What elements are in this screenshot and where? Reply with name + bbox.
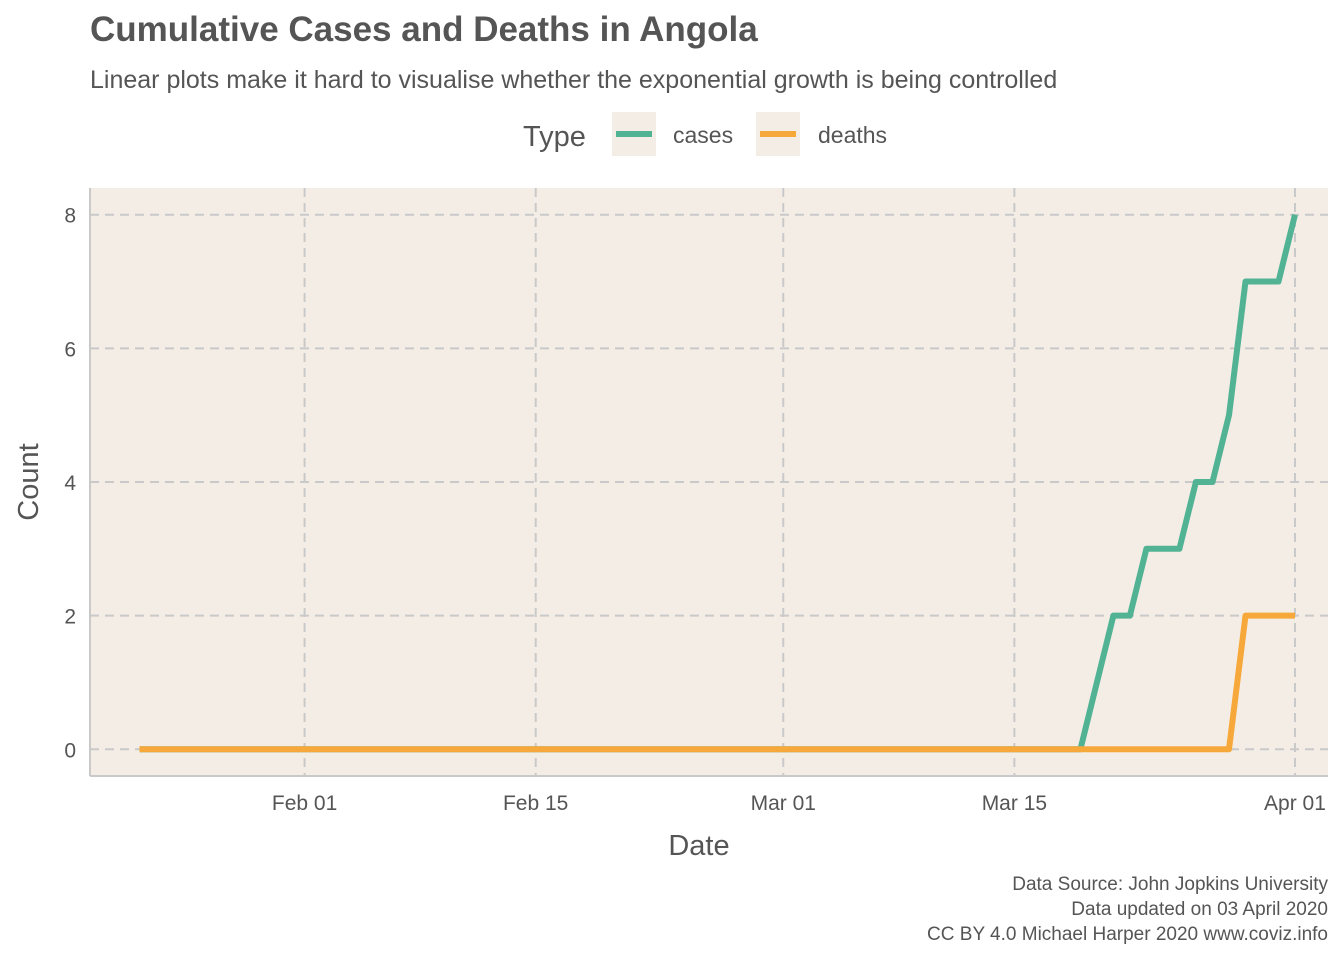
series-line-cases [139,213,1298,753]
x-tick-label: Feb 01 [272,792,337,815]
y-tick-label: 4 [64,472,76,495]
y-tick-label: 8 [64,205,76,228]
legend-label-deaths: deaths [818,122,887,148]
x-tick-label: Apr 01 [1264,792,1326,815]
chart-title: Cumulative Cases and Deaths in Angola [90,10,758,49]
gridlines [90,188,1328,776]
caption-license: CC BY 4.0 Michael Harper 2020 www.coviz.… [927,924,1328,945]
y-axis-title: Count [13,443,45,520]
y-tick-label: 2 [64,606,76,629]
line-chart: Type cases deaths 0 2 4 6 8 Feb 01 Feb 15 Mar 01 M… [13,112,1328,862]
series-layer [139,213,1298,753]
legend-title: Type [523,121,586,153]
x-tick-label: Mar 15 [982,792,1047,815]
x-axis-title: Date [668,830,729,862]
caption-updated: Data updated on 03 April 2020 [1071,899,1328,920]
axes: 0 2 4 6 8 Feb 01 Feb 15 Mar 01 Mar 15 Apr 01 Date C… [13,188,1328,862]
x-tick-label: Feb 15 [503,792,568,815]
legend-label-cases: cases [673,122,733,148]
caption-source: Data Source: John Jopkins University [1012,874,1328,895]
chart-subtitle: Linear plots make it hard to visualise w… [90,66,1058,94]
y-tick-label: 6 [64,338,76,361]
y-tick-label: 0 [64,739,76,762]
x-tick-label: Mar 01 [751,792,816,815]
caption: Data Source: John Jopkins University Dat… [927,872,1328,947]
series-line-deaths [139,612,1295,753]
legend: Type cases deaths [523,112,887,156]
